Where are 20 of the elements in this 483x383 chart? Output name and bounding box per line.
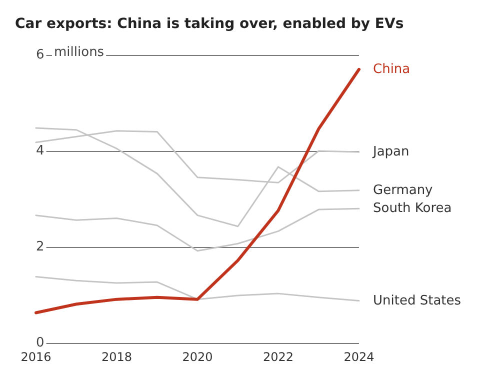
line-series: [35, 208, 360, 252]
chart-title: Car exports: China is taking over, enabled by EVs: [15, 16, 404, 32]
series-label: South Korea: [373, 201, 452, 216]
x-tick-label: 2018: [101, 350, 132, 364]
x-tick-label: 2022: [262, 350, 294, 364]
series-label: Germany: [373, 182, 434, 198]
line-series: [34, 68, 360, 314]
y-tick-label: 6: [36, 48, 44, 62]
x-tick-label: 2020: [182, 350, 213, 364]
y-tick-label: 4: [36, 144, 44, 158]
y-axis-title: millions: [54, 45, 104, 60]
line-series: [35, 276, 360, 302]
line-series: [35, 127, 360, 228]
y-tick-label: 2: [36, 240, 44, 254]
series-label: Japan: [372, 144, 410, 160]
x-tick-label: 2024: [344, 350, 374, 364]
series-label: United States: [373, 293, 462, 308]
x-tick-label: 2016: [20, 350, 52, 364]
y-tick-label: 0: [36, 336, 44, 350]
series-label: China: [373, 62, 410, 77]
